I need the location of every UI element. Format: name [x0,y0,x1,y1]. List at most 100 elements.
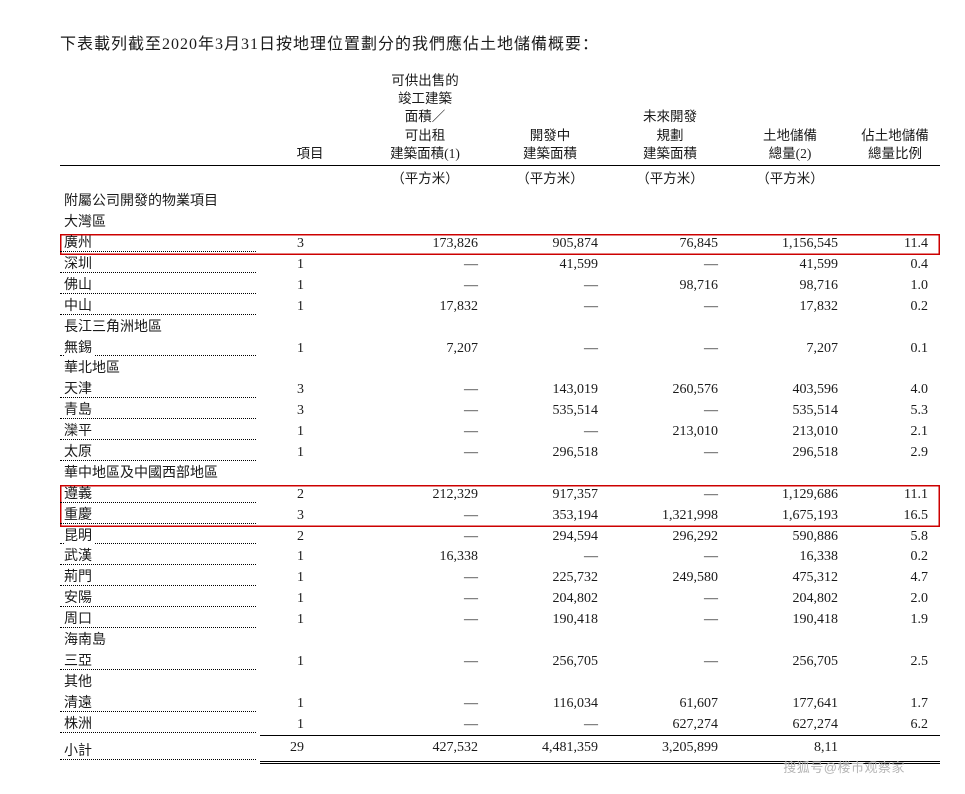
cell: 6.2 [850,715,940,736]
cell: 1,675,193 [730,506,850,527]
row-name: 華中地區及中國西部地區 [60,464,940,485]
cell: — [360,715,490,736]
cell: 1.7 [850,694,940,715]
table-row: 株洲1——627,274627,2746.2 [60,715,940,736]
cell: — [490,276,610,297]
cell: 5.8 [850,527,940,548]
cell: 627,274 [610,715,730,736]
table-row: 重慶3—353,1941,321,9981,675,19316.5 [60,506,940,527]
land-reserve-table: 項目 可供出售的竣工建築面積／可出租建築面積(1) 開發中建築面積 未來開發規劃… [60,70,940,764]
unit-col3: （平方米） [610,166,730,193]
cell: — [610,255,730,276]
cell: 1.9 [850,610,940,631]
cell: 3,205,899 [610,736,730,763]
row-name: 中山 [60,297,260,318]
table-row: 中山117,832——17,8320.2 [60,297,940,318]
cell: 17,832 [730,297,850,318]
cell: — [360,694,490,715]
cell: 296,518 [730,443,850,464]
cell: 917,357 [490,485,610,506]
row-name: 青島 [60,401,260,422]
cell: 29 [260,736,360,763]
unit-col1: （平方米） [360,166,490,193]
cell: 1 [260,297,360,318]
cell: 2.9 [850,443,940,464]
cell: 116,034 [490,694,610,715]
row-name: 清遠 [60,694,260,715]
cell: 1 [260,255,360,276]
row-name: 海南島 [60,631,940,652]
cell: 190,418 [490,610,610,631]
cell: 0.1 [850,339,940,360]
hdr-projects: 項目 [260,70,360,166]
table-header: 項目 可供出售的竣工建築面積／可出租建築面積(1) 開發中建築面積 未來開發規劃… [60,70,940,192]
table-row: 武漢116,338——16,3380.2 [60,547,940,568]
cell: 177,641 [730,694,850,715]
cell: 0.4 [850,255,940,276]
cell: 1 [260,339,360,360]
row-name: 周口 [60,610,260,631]
group-title-row: 華北地區 [60,359,940,380]
cell: 1 [260,610,360,631]
table-row: 周口1—190,418—190,4181.9 [60,610,940,631]
cell: 41,599 [490,255,610,276]
cell: 98,716 [610,276,730,297]
cell: 535,514 [730,401,850,422]
row-name: 佛山 [60,276,260,297]
cell: 1 [260,568,360,589]
cell: 17,832 [360,297,490,318]
hdr-col1: 可供出售的竣工建築面積／可出租建築面積(1) [360,70,490,166]
row-name: 廣州 [60,234,260,255]
group-title-row: 華中地區及中國西部地區 [60,464,940,485]
cell: — [610,339,730,360]
cell: — [610,652,730,673]
cell: 212,329 [360,485,490,506]
cell: 143,019 [490,380,610,401]
cell: 7,207 [730,339,850,360]
cell: 590,886 [730,527,850,548]
group-title-row: 其他 [60,673,940,694]
row-name: 三亞 [60,652,260,673]
cell: 905,874 [490,234,610,255]
cell: 3 [260,401,360,422]
cell: 2 [260,485,360,506]
row-name: 安陽 [60,589,260,610]
group-title-row: 海南島 [60,631,940,652]
cell: — [610,547,730,568]
cell: 16,338 [360,547,490,568]
cell: — [360,255,490,276]
cell: 204,802 [730,589,850,610]
cell: — [360,401,490,422]
cell: 3 [260,380,360,401]
cell: 1 [260,276,360,297]
cell: 4.7 [850,568,940,589]
cell: 2.0 [850,589,940,610]
row-name: 武漢 [60,547,260,568]
cell: 3 [260,506,360,527]
hdr-col4: 土地儲備總量(2) [730,70,850,166]
hdr-col3: 未來開發規劃建築面積 [610,70,730,166]
table-row: 遵義2212,329917,357—1,129,68611.1 [60,485,940,506]
table-body: 附屬公司開發的物業項目大灣區廣州3173,826905,87476,8451,1… [60,192,940,763]
section-header-row: 附屬公司開發的物業項目 [60,192,940,213]
cell: 260,576 [610,380,730,401]
cell: 296,292 [610,527,730,548]
cell: 1 [260,652,360,673]
cell: 98,716 [730,276,850,297]
table-row: 清遠1—116,03461,607177,6411.7 [60,694,940,715]
row-name: 荊門 [60,568,260,589]
cell: 0.2 [850,547,940,568]
hdr-name [60,70,260,166]
cell: — [360,443,490,464]
hdr-col5: 佔土地儲備總量比例 [850,70,940,166]
cell: 627,274 [730,715,850,736]
group-title-row: 大灣區 [60,213,940,234]
table-row: 三亞1—256,705—256,7052.5 [60,652,940,673]
cell: 213,010 [730,422,850,443]
row-name: 昆明 [60,527,260,548]
cell: — [490,422,610,443]
row-name: 重慶 [60,506,260,527]
cell: 4.0 [850,380,940,401]
cell: 11.1 [850,485,940,506]
cell: 173,826 [360,234,490,255]
